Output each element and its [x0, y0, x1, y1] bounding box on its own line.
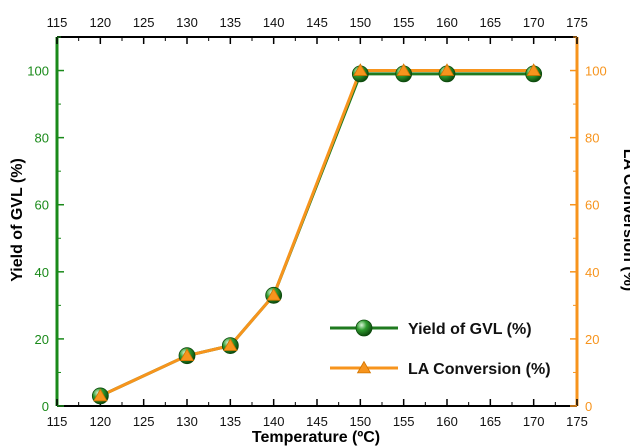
- la-conversion-point: [439, 63, 455, 76]
- x-tick-label-top: 150: [349, 15, 371, 30]
- gvl-yield-line: [99, 72, 534, 398]
- la-conversion-point: [526, 63, 541, 76]
- x-tick-label-top: 170: [523, 15, 545, 30]
- la-conversion-point: [179, 348, 195, 361]
- legend-marker-circle: [355, 319, 373, 337]
- la-conversion-point: [93, 388, 108, 402]
- x-tick-label-top: 140: [263, 15, 285, 30]
- x-tick-label-bottom: 130: [176, 414, 198, 429]
- y-tick-label-right: 100: [585, 64, 607, 79]
- x-tick-label-top: 115: [47, 15, 68, 30]
- x-tick-label-top: 165: [479, 15, 501, 30]
- legend-label: LA Conversion (%): [408, 361, 551, 378]
- y-tick-label-left: 40: [35, 265, 49, 280]
- y-tick-label-right: 20: [585, 332, 599, 347]
- la-conversion-point: [223, 338, 238, 351]
- axes: 115 115 120 120 125 125 130 130 135 135 140 140 145 1…: [27, 15, 606, 429]
- x-tick-label-top: 145: [306, 15, 328, 30]
- x-tick-label-bottom: 140: [263, 414, 285, 429]
- x-tick-label-bottom: 125: [133, 414, 155, 429]
- x-tick-label-top: 120: [89, 15, 111, 30]
- x-tick-label-top: 160: [436, 15, 458, 30]
- x-tick-label-bottom: 145: [306, 414, 328, 429]
- la-conversion-point: [396, 63, 411, 76]
- legend-marker-triangle: [356, 360, 372, 374]
- x-tick-label-bottom: 120: [89, 414, 111, 429]
- y-tick-label-left: 80: [35, 131, 49, 146]
- y-tick-label-right: 80: [585, 131, 599, 146]
- y-tick-label-left: 100: [27, 64, 49, 79]
- x-tick-label-bottom: 150: [349, 414, 371, 429]
- x-tick-label-bottom: 155: [393, 414, 415, 429]
- legend: Yield of GVL (%) LA Conversion (%): [330, 319, 551, 378]
- x-tick-label-top: 130: [176, 15, 198, 30]
- legend-label: Yield of GVL (%): [408, 321, 532, 338]
- y-tick-label-left: 60: [35, 198, 49, 213]
- x-tick-label-bottom: 170: [523, 414, 545, 429]
- x-axis-title: Temperature (ºC): [252, 429, 380, 446]
- x-tick-label-top: 155: [393, 15, 415, 30]
- y-axis-title-left: Yield of GVL (%): [9, 158, 26, 282]
- x-tick-label-bottom: 175: [566, 414, 588, 429]
- series-layer: [91, 63, 543, 405]
- y-tick-label-left: 20: [35, 332, 49, 347]
- x-tick-label-top: 125: [133, 15, 155, 30]
- la-conversion-point: [353, 63, 368, 76]
- x-tick-label-bottom: 160: [436, 414, 458, 429]
- y-tick-label-right: 40: [585, 265, 599, 280]
- la-conversion-point: [266, 287, 281, 301]
- x-tick-label-top: 175: [566, 15, 588, 30]
- x-tick-label-bottom: 115: [47, 414, 68, 429]
- y-axis-title-right: LA Conversion (%): [620, 149, 630, 292]
- y-tick-label-right: 60: [585, 198, 599, 213]
- x-tick-label-top: 135: [219, 15, 241, 30]
- x-tick-label-bottom: 165: [479, 414, 501, 429]
- x-tick-label-bottom: 135: [219, 414, 241, 429]
- y-tick-label-left: 0: [42, 399, 49, 414]
- la-conversion-line: [99, 69, 534, 398]
- y-tick-label-right: 0: [585, 399, 592, 414]
